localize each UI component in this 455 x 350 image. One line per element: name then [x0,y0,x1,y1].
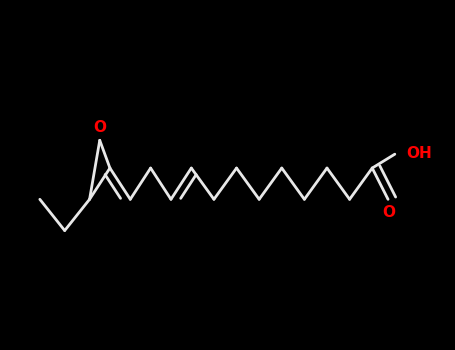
Text: O: O [93,120,106,135]
Text: O: O [383,205,395,220]
Text: OH: OH [406,146,432,161]
